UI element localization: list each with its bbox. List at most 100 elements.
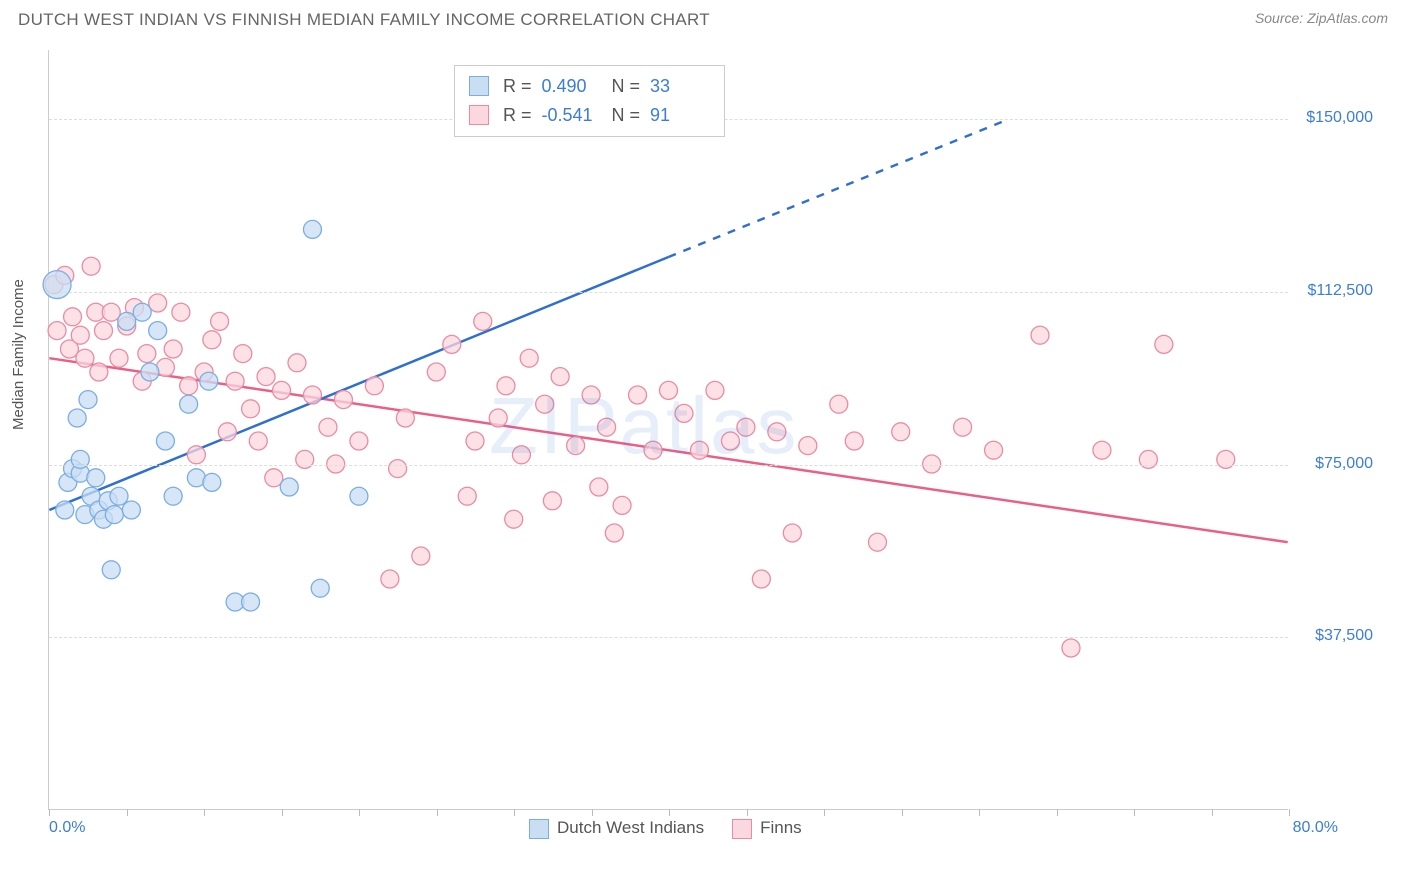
scatter-point-finns (48, 322, 66, 340)
scatter-point-dutch (242, 593, 260, 611)
scatter-point-finns (567, 437, 585, 455)
x-tick (592, 809, 593, 816)
legend-label-dutch: Dutch West Indians (557, 818, 704, 837)
scatter-point-finns (737, 418, 755, 436)
y-axis-label: Median Family Income (10, 279, 27, 430)
scatter-point-dutch (43, 271, 71, 299)
x-tick (824, 809, 825, 816)
stats-n-value-dutch: 33 (650, 72, 710, 101)
scatter-point-dutch (311, 579, 329, 597)
x-max-label: 80.0% (1293, 819, 1338, 837)
scatter-point-finns (180, 377, 198, 395)
scatter-point-finns (303, 386, 321, 404)
scatter-point-finns (543, 492, 561, 510)
legend-swatch-finns (469, 105, 489, 125)
scatter-point-finns (590, 478, 608, 496)
legend-item-dutch: Dutch West Indians (529, 818, 704, 839)
scatter-point-finns (536, 395, 554, 413)
scatter-point-finns (90, 363, 108, 381)
scatter-point-finns (443, 335, 461, 353)
legend-swatch-dutch (529, 819, 549, 839)
scatter-point-finns (412, 547, 430, 565)
scatter-point-finns (690, 441, 708, 459)
scatter-point-finns (512, 446, 530, 464)
stats-box: R = 0.490 N = 33 R = -0.541 N = 91 (454, 65, 725, 137)
x-tick (282, 809, 283, 816)
x-tick (359, 809, 360, 816)
scatter-point-finns (892, 423, 910, 441)
scatter-point-dutch (164, 487, 182, 505)
scatter-point-finns (706, 381, 724, 399)
scatter-point-finns (203, 331, 221, 349)
scatter-point-finns (95, 322, 113, 340)
bottom-legend: Dutch West Indians Finns (529, 818, 802, 839)
scatter-point-finns (489, 409, 507, 427)
scatter-point-finns (644, 441, 662, 459)
scatter-point-finns (319, 418, 337, 436)
scatter-point-finns (164, 340, 182, 358)
legend-item-finns: Finns (732, 818, 802, 839)
scatter-point-finns (187, 446, 205, 464)
y-tick-label: $112,500 (1307, 282, 1373, 300)
scatter-point-finns (1217, 450, 1235, 468)
stats-r-label: R = (503, 72, 532, 101)
scatter-point-finns (1031, 326, 1049, 344)
legend-swatch-finns (732, 819, 752, 839)
scatter-point-finns (752, 570, 770, 588)
scatter-point-finns (868, 533, 886, 551)
scatter-point-finns (296, 450, 314, 468)
y-tick-label: $75,000 (1315, 455, 1373, 473)
scatter-point-dutch (149, 322, 167, 340)
stats-r-value-finns: -0.541 (542, 101, 602, 130)
chart-title: DUTCH WEST INDIAN VS FINNISH MEDIAN FAMI… (18, 10, 710, 30)
chart-plot-area: ZIPatlas $37,500$75,000$112,500$150,0000… (48, 50, 1288, 810)
scatter-point-finns (675, 404, 693, 422)
stats-n-label: N = (612, 101, 641, 130)
scatter-point-finns (768, 423, 786, 441)
scatter-point-finns (458, 487, 476, 505)
chart-header: DUTCH WEST INDIAN VS FINNISH MEDIAN FAMI… (0, 0, 1406, 35)
scatter-point-dutch (68, 409, 86, 427)
scatter-point-finns (389, 460, 407, 478)
scatter-point-dutch (102, 561, 120, 579)
trend-line-dutch-dashed (669, 119, 1010, 257)
scatter-point-finns (466, 432, 484, 450)
scatter-plot-svg (49, 50, 1288, 809)
scatter-point-dutch (156, 432, 174, 450)
scatter-point-finns (218, 423, 236, 441)
x-tick (747, 809, 748, 816)
x-tick (49, 809, 50, 816)
scatter-point-finns (985, 441, 1003, 459)
scatter-point-finns (334, 391, 352, 409)
scatter-point-finns (242, 400, 260, 418)
scatter-point-finns (505, 510, 523, 528)
scatter-point-finns (551, 368, 569, 386)
x-tick (1212, 809, 1213, 816)
scatter-point-finns (76, 349, 94, 367)
scatter-point-finns (1062, 639, 1080, 657)
x-tick (127, 809, 128, 816)
scatter-point-dutch (200, 372, 218, 390)
scatter-point-finns (71, 326, 89, 344)
scatter-point-finns (1093, 441, 1111, 459)
scatter-point-finns (110, 349, 128, 367)
scatter-point-finns (211, 312, 229, 330)
scatter-point-finns (381, 570, 399, 588)
scatter-point-dutch (71, 450, 89, 468)
scatter-point-dutch (105, 506, 123, 524)
scatter-point-finns (350, 432, 368, 450)
scatter-point-finns (427, 363, 445, 381)
scatter-point-finns (82, 257, 100, 275)
scatter-point-finns (172, 303, 190, 321)
scatter-point-finns (1139, 450, 1157, 468)
legend-label-finns: Finns (760, 818, 802, 837)
stats-r-value-dutch: 0.490 (542, 72, 602, 101)
scatter-point-finns (830, 395, 848, 413)
scatter-point-finns (582, 386, 600, 404)
scatter-point-finns (605, 524, 623, 542)
scatter-point-dutch (303, 220, 321, 238)
scatter-point-dutch (122, 501, 140, 519)
scatter-point-finns (799, 437, 817, 455)
scatter-point-finns (520, 349, 538, 367)
scatter-point-finns (257, 368, 275, 386)
